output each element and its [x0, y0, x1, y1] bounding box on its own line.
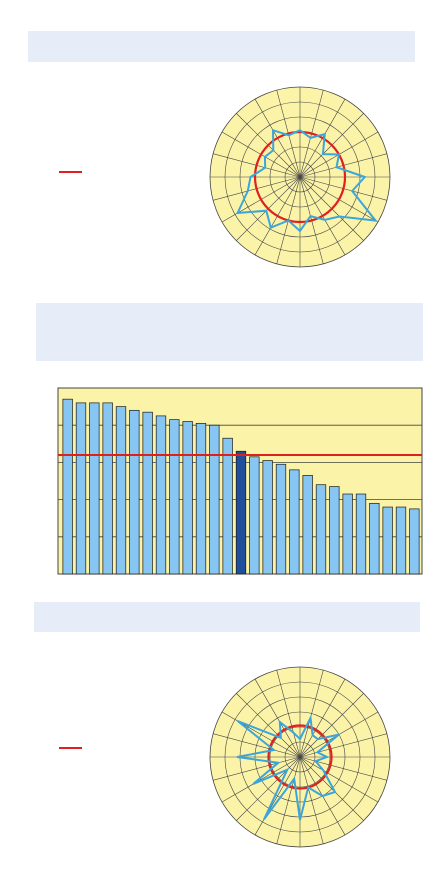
radar-grid-spoke — [299, 733, 388, 758]
bar — [369, 502, 380, 575]
radar-grid-spoke — [299, 756, 379, 803]
radar-grid-spoke — [276, 756, 301, 845]
bar — [115, 406, 127, 575]
bar — [75, 402, 87, 575]
bar — [195, 422, 207, 575]
bar-highlighted — [235, 450, 247, 575]
bar — [329, 486, 340, 575]
radar-reference-circle — [267, 724, 333, 790]
bar — [382, 506, 393, 575]
section-header-1 — [28, 31, 415, 62]
bar — [275, 463, 287, 575]
radar-grid-spoke — [236, 756, 301, 821]
radar-grid-spoke — [276, 669, 301, 758]
bar — [209, 424, 220, 575]
radar-grid-spoke — [236, 693, 301, 758]
radar-grid-spoke — [221, 756, 301, 803]
bar — [89, 402, 100, 575]
bar — [142, 411, 153, 575]
bar — [342, 493, 353, 575]
radar-grid-spoke — [299, 756, 324, 845]
bar — [409, 508, 420, 575]
legend-reference-line-1 — [59, 171, 82, 173]
radar-grid-spoke — [299, 669, 324, 758]
bar — [102, 402, 113, 575]
radar-grid-spoke — [254, 756, 301, 836]
radar-grid-spoke — [212, 756, 301, 781]
bar — [302, 475, 313, 575]
bar — [155, 415, 167, 575]
bar — [315, 484, 327, 575]
bar — [62, 398, 73, 575]
bar — [182, 421, 193, 575]
radar-grid-spoke — [299, 678, 346, 758]
radar-grid-spoke — [212, 733, 301, 758]
radar-series-line — [236, 714, 340, 821]
section-header-2 — [36, 303, 423, 361]
radar-reference-circle — [253, 130, 347, 224]
radar-series-line — [235, 128, 378, 233]
bar — [289, 469, 300, 575]
bar — [262, 460, 273, 575]
bar — [169, 419, 180, 575]
radar-grid-spoke — [299, 693, 364, 758]
radar-grid-spoke — [221, 711, 301, 758]
bar — [395, 506, 407, 575]
legend-reference-line-3 — [59, 747, 82, 749]
bar — [129, 409, 140, 575]
radar-grid-spoke — [254, 678, 301, 758]
bar — [355, 493, 367, 575]
section-header-3 — [34, 602, 420, 632]
bar — [249, 456, 260, 575]
radar-grid-spoke — [299, 756, 364, 821]
bar — [222, 437, 233, 575]
